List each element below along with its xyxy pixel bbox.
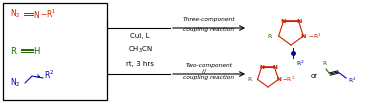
Text: coupling reaction: coupling reaction — [183, 74, 235, 79]
Text: N: N — [276, 77, 281, 82]
Text: N: N — [296, 19, 301, 24]
Text: N: N — [301, 34, 306, 39]
Text: $\rm H$: $\rm H$ — [33, 44, 40, 55]
Text: $\rm R^2$: $\rm R^2$ — [296, 59, 305, 68]
Text: $\rm{-R^1}$: $\rm{-R^1}$ — [282, 75, 296, 84]
Text: $\rm R^2$: $\rm R^2$ — [44, 69, 54, 81]
Text: rt, 3 hrs: rt, 3 hrs — [126, 61, 154, 67]
Text: $\rm{-R^1}$: $\rm{-R^1}$ — [40, 8, 57, 20]
Text: $\rm N_2$: $\rm N_2$ — [10, 77, 21, 89]
Text: or: or — [310, 73, 318, 79]
Text: CH$_3$CN: CH$_3$CN — [127, 45, 152, 55]
Text: $\rm N$: $\rm N$ — [33, 8, 40, 19]
Text: N: N — [259, 65, 264, 70]
Text: $\rm R^2$: $\rm R^2$ — [348, 76, 356, 85]
Text: //: // — [202, 69, 206, 74]
Text: $\rm R$: $\rm R$ — [246, 75, 253, 83]
Text: coupling reaction: coupling reaction — [183, 28, 235, 33]
Text: $\rm{-R^1}$: $\rm{-R^1}$ — [308, 31, 322, 41]
Text: $\rm N_2$: $\rm N_2$ — [10, 8, 21, 20]
Text: Two-component: Two-component — [186, 64, 232, 69]
Text: N: N — [272, 65, 277, 70]
Text: $\rm R$: $\rm R$ — [266, 32, 273, 40]
Text: CuI, L: CuI, L — [130, 33, 150, 39]
Text: $\rm R$: $\rm R$ — [322, 59, 328, 67]
Bar — [3, 3, 107, 100]
Text: Three-component: Three-component — [183, 18, 235, 23]
Text: $\rm R$: $\rm R$ — [10, 44, 18, 55]
Text: N: N — [281, 19, 286, 24]
